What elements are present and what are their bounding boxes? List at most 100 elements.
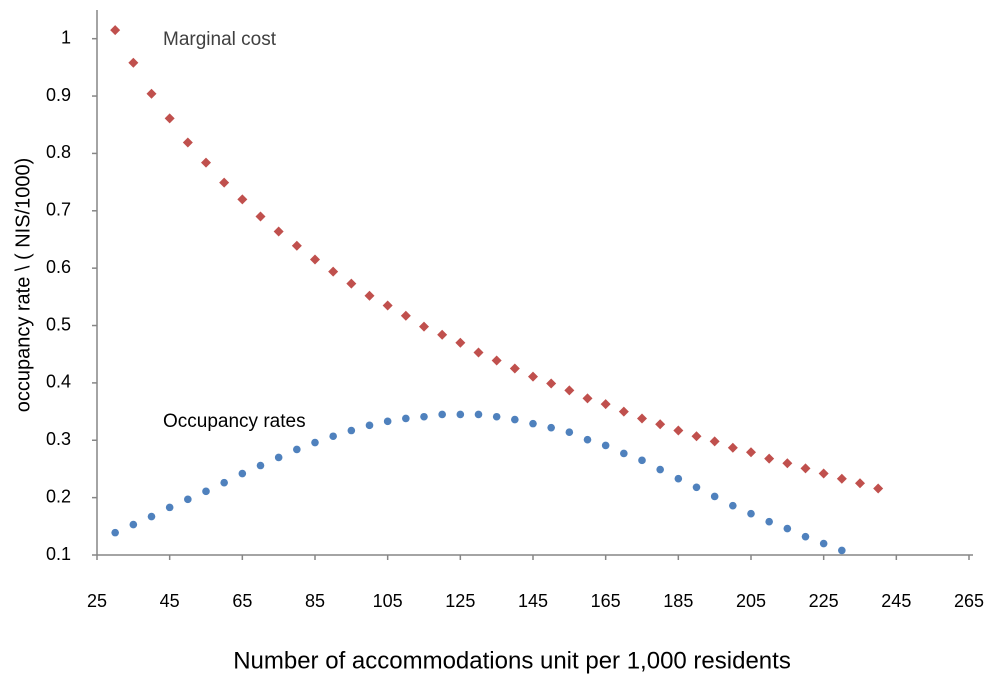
marker	[583, 435, 592, 444]
marker	[237, 194, 248, 205]
marker	[547, 423, 555, 432]
marker	[201, 157, 211, 168]
x-tick-label: 65	[232, 591, 252, 611]
marker	[618, 406, 629, 417]
marker	[800, 463, 811, 474]
x-axis-label: Number of accommodations unit per 1,000 …	[233, 647, 791, 674]
marker	[528, 371, 538, 382]
marker	[400, 310, 411, 321]
x-tick-label: 125	[445, 591, 475, 611]
x-tick-label: 245	[881, 591, 911, 611]
y-tick-label: 0.7	[46, 200, 71, 220]
marker	[383, 417, 392, 426]
marker	[273, 226, 284, 237]
x-tick-label: 105	[373, 591, 403, 611]
y-tick-label: 0.4	[46, 372, 71, 392]
marker	[219, 177, 230, 188]
marker	[838, 546, 846, 555]
marker	[783, 524, 792, 533]
marker	[438, 410, 446, 419]
marker	[346, 278, 357, 289]
marker	[455, 337, 466, 348]
marker	[746, 447, 756, 458]
marker	[311, 438, 319, 447]
marker	[291, 240, 302, 251]
y-tick-label: 1	[61, 27, 71, 47]
y-axis-label: occupancy rate \ ( NIS/1000)	[12, 158, 34, 413]
marker	[511, 415, 519, 424]
y-tick-label: 0.5	[46, 314, 71, 334]
marker	[873, 483, 884, 494]
marker	[818, 468, 829, 479]
x-tick-label: 265	[954, 591, 984, 611]
marker	[274, 453, 283, 462]
marker	[164, 113, 175, 124]
marker	[620, 449, 628, 458]
marker	[129, 520, 138, 529]
marker	[128, 57, 139, 68]
marker	[727, 442, 738, 453]
marker	[146, 88, 157, 99]
marker	[638, 456, 646, 465]
marker	[782, 458, 793, 469]
marker	[147, 512, 156, 521]
marker	[601, 441, 610, 450]
marker	[165, 503, 174, 512]
y-tick-label: 0.6	[46, 257, 71, 277]
marker	[184, 495, 192, 504]
marker	[310, 254, 320, 265]
marker	[364, 290, 375, 301]
marker	[764, 453, 775, 464]
y-tick-label: 0.1	[46, 544, 71, 564]
marker	[747, 509, 755, 518]
marker	[420, 412, 428, 421]
marker	[437, 329, 448, 340]
x-tick-label: 205	[736, 591, 766, 611]
marker	[656, 465, 664, 474]
marker	[710, 492, 719, 501]
marker	[111, 528, 119, 537]
marker	[565, 428, 574, 437]
marker	[765, 517, 773, 526]
marker	[582, 393, 593, 404]
marker	[673, 425, 684, 436]
marker	[293, 445, 301, 454]
marker	[255, 211, 266, 222]
marker	[637, 413, 647, 424]
marker	[474, 410, 483, 419]
x-tick-label: 185	[663, 591, 693, 611]
x-tick-label: 25	[87, 591, 107, 611]
marker	[546, 378, 557, 389]
marker	[509, 363, 520, 374]
marker	[347, 426, 356, 435]
marker	[220, 478, 228, 487]
marker	[419, 321, 429, 332]
marker	[202, 487, 210, 496]
x-tick-label: 145	[518, 591, 548, 611]
marker	[329, 432, 337, 441]
y-tick-label: 0.9	[46, 85, 71, 105]
marker	[600, 399, 611, 410]
marker	[491, 355, 502, 366]
marker	[182, 137, 193, 148]
x-tick-label: 165	[591, 591, 621, 611]
marker	[855, 478, 865, 489]
marker	[365, 421, 374, 430]
annotation: Occupancy rates	[163, 411, 306, 432]
y-tick-label: 0.8	[46, 142, 71, 162]
marker	[674, 474, 683, 483]
marker	[382, 300, 393, 311]
marker	[655, 419, 666, 430]
x-tick-label: 225	[809, 591, 839, 611]
marker	[709, 436, 720, 447]
y-tick-label: 0.3	[46, 429, 71, 449]
marker	[692, 483, 701, 492]
marker	[564, 385, 575, 396]
y-tick-label: 0.2	[46, 486, 71, 506]
marker	[819, 539, 828, 548]
marker	[529, 419, 537, 428]
marker	[238, 469, 247, 478]
marker	[801, 532, 810, 541]
marker	[256, 461, 265, 470]
